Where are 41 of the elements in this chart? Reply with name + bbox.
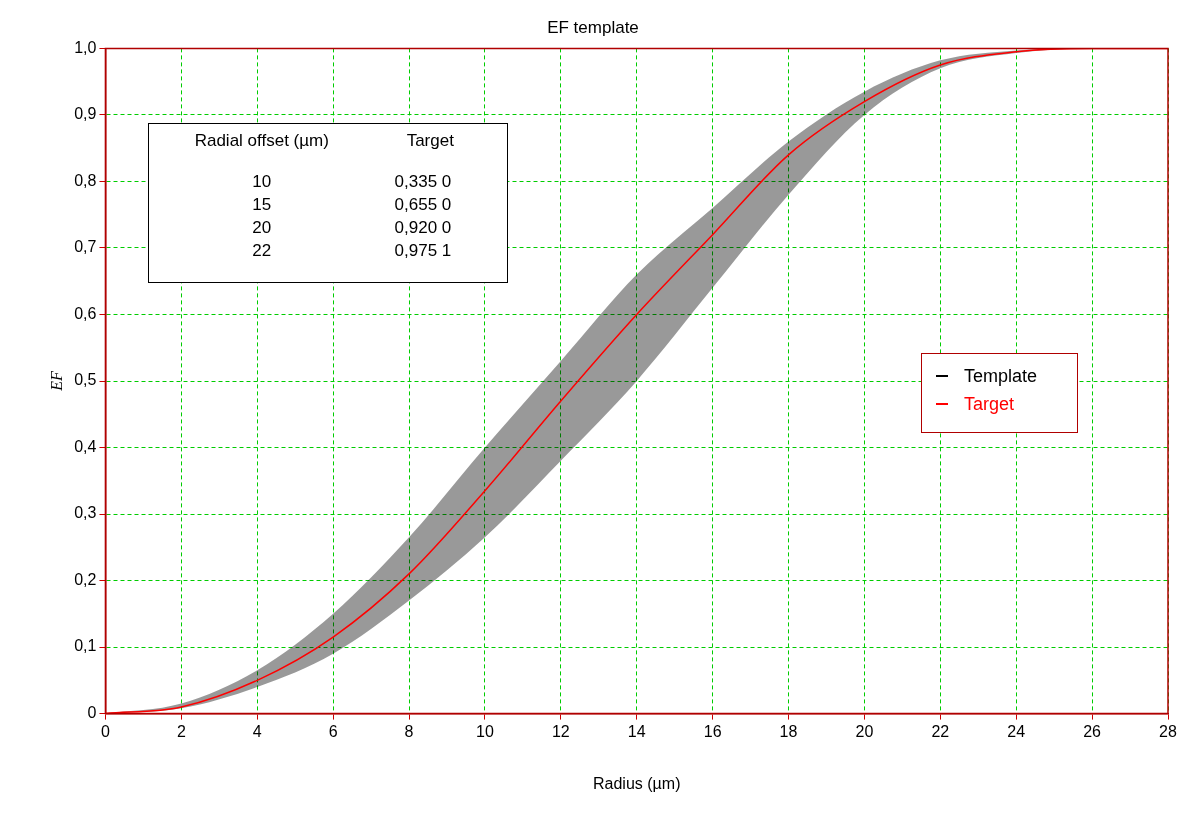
y-tick-label: 0,5 [74,371,97,389]
annotation: 0,655 0 [393,193,453,216]
x-tick-label: 6 [328,722,338,740]
x-tick-label: 10 [476,722,494,740]
x-tick-label: 0 [100,722,110,740]
y-tick-label: 0,4 [74,437,97,455]
x-tick-label: 22 [931,722,950,740]
x-tick-label: 4 [252,722,262,740]
annotation: 0,920 0 [393,216,453,239]
annotation: 15 [251,193,273,216]
annotation: 22 [251,239,273,262]
x-tick-label: 8 [404,722,414,740]
x-tick-label: 28 [1159,722,1177,740]
legend-label: Target [963,393,1014,415]
y-tick-label: 0,7 [74,238,97,256]
y-tick-label: 0,6 [74,304,97,322]
annotation: Target [405,130,455,152]
x-tick-label: 12 [551,722,570,740]
x-tick-label: 18 [779,722,798,740]
x-tick-label: 20 [855,722,874,740]
x-tick-label: 2 [176,722,186,740]
x-tick-label: 16 [703,722,722,740]
y-tick-label: 0,2 [74,570,97,588]
x-tick-label: 14 [627,722,646,740]
x-axis-title: Radius (µm) [592,774,681,792]
y-axis-title: EF [47,371,65,392]
annotation: 10 [251,170,273,193]
annotation: 0,975 1 [393,239,453,262]
x-tick-label: 26 [1083,722,1102,740]
y-tick-label: 0,3 [74,504,97,522]
y-tick-label: 1,0 [74,38,97,56]
chart-title: EF template [547,17,639,37]
y-tick-label: 0,8 [74,171,97,189]
x-tick-label: 24 [1007,722,1026,740]
annotation: Radial offset (µm) [193,130,330,152]
annotation: 20 [251,216,273,239]
y-tick-label: 0 [87,704,97,722]
legend-label: Template [963,365,1037,387]
y-tick-label: 0,1 [74,637,97,655]
annotation: 0,335 0 [393,170,453,193]
y-tick-label: 0,9 [74,105,97,123]
